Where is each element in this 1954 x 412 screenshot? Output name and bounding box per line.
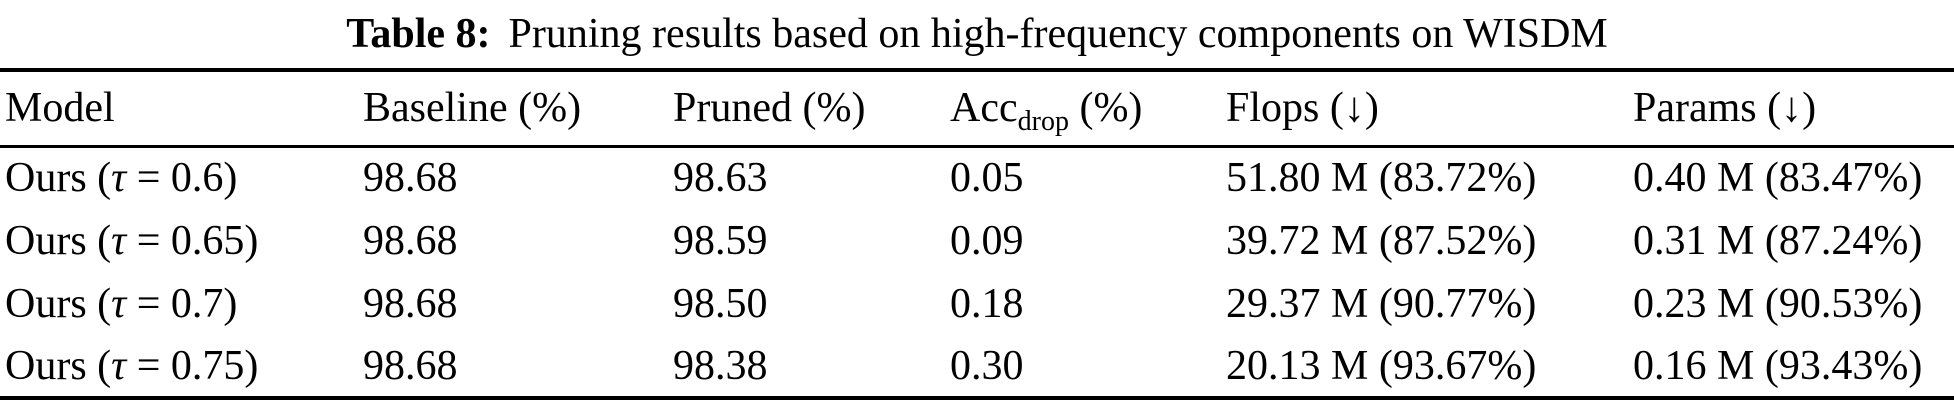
table-caption-label: Table 8: [346, 11, 491, 57]
flops-cell: 39.72 M (87.52%) [1226, 217, 1537, 264]
acc-unit: (%) [1068, 85, 1143, 132]
model-cell: Ours (τ = 0.7) [0, 272, 363, 335]
acc-drop-cell: 0.09 [950, 217, 1024, 264]
column-header-params: Params (↓) [1633, 85, 1817, 132]
column-header-baseline: Baseline (%) [363, 85, 582, 132]
flops-cell: 20.13 M (93.67%) [1226, 342, 1537, 389]
acc-drop-cell: 0.30 [950, 342, 1024, 389]
column-header-pruned: Pruned (%) [673, 85, 866, 132]
params-cell: 0.16 M (93.43%) [1633, 342, 1923, 389]
table-row: Ours (τ = 0.75) 98.68 98.38 0.30 20.13 M… [0, 335, 1954, 398]
params-cell: 0.31 M (87.24%) [1633, 217, 1923, 264]
pruned-cell: 98.63 [673, 155, 768, 202]
table-row: Ours (τ = 0.7) 98.68 98.50 0.18 29.37 M … [0, 272, 1954, 335]
model-suffix: = 0.65) [126, 217, 259, 264]
model-suffix: = 0.6) [126, 155, 238, 202]
model-suffix: = 0.75) [126, 342, 259, 389]
params-cell: 0.23 M (90.53%) [1633, 280, 1923, 327]
table-caption: Table 8: Pruning results based on high-f… [0, 0, 1954, 68]
column-header-flops: Flops (↓) [1226, 85, 1379, 132]
acc-subscript: drop [1017, 106, 1069, 138]
model-cell: Ours (τ = 0.65) [0, 209, 363, 272]
table-row: Ours (τ = 0.6) 98.68 98.63 0.05 51.80 M … [0, 146, 1954, 209]
model-prefix: Ours ( [5, 342, 112, 389]
acc-drop-cell: 0.18 [950, 280, 1024, 327]
baseline-cell: 98.68 [363, 280, 458, 327]
table-caption-text: Pruning results based on high-frequency … [508, 11, 1608, 57]
baseline-cell: 98.68 [363, 155, 458, 202]
params-cell: 0.40 M (83.47%) [1633, 155, 1923, 202]
column-header-acc-drop: Accdrop (%) [950, 70, 1226, 146]
table-row: Ours (τ = 0.65) 98.68 98.59 0.09 39.72 M… [0, 209, 1954, 272]
tau-symbol: τ [111, 155, 127, 202]
baseline-cell: 98.68 [363, 217, 458, 264]
model-cell: Ours (τ = 0.6) [0, 146, 363, 209]
model-prefix: Ours ( [5, 280, 112, 327]
model-prefix: Ours ( [5, 217, 112, 264]
model-cell: Ours (τ = 0.75) [0, 335, 363, 398]
baseline-cell: 98.68 [363, 342, 458, 389]
acc-drop-cell: 0.05 [950, 155, 1024, 202]
column-header-model: Model [5, 85, 115, 132]
tau-symbol: τ [111, 217, 127, 264]
flops-cell: 51.80 M (83.72%) [1226, 155, 1537, 202]
model-prefix: Ours ( [5, 155, 112, 202]
header-row: Model Baseline (%) Pruned (%) Accdrop (%… [0, 70, 1954, 146]
pruned-cell: 98.38 [673, 342, 768, 389]
model-suffix: = 0.7) [126, 280, 238, 327]
acc-main: Acc [950, 85, 1018, 132]
pruned-cell: 98.59 [673, 217, 768, 264]
pruning-results-table: Model Baseline (%) Pruned (%) Accdrop (%… [0, 68, 1954, 400]
tau-symbol: τ [111, 342, 127, 389]
pruned-cell: 98.50 [673, 280, 768, 327]
tau-symbol: τ [111, 280, 127, 327]
flops-cell: 29.37 M (90.77%) [1226, 280, 1537, 327]
